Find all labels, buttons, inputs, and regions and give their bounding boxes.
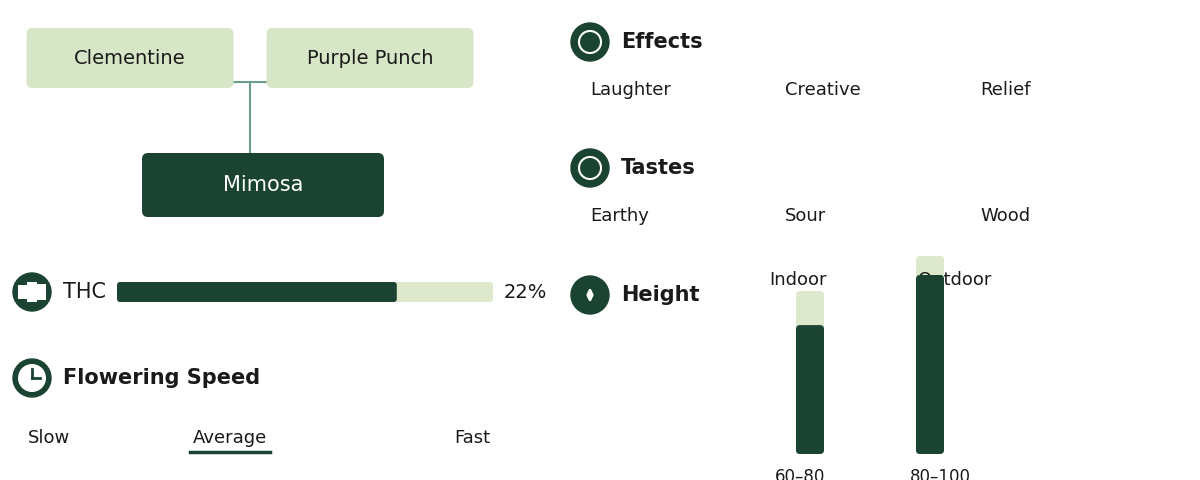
- Circle shape: [16, 362, 48, 394]
- FancyBboxPatch shape: [266, 28, 474, 88]
- Text: Wood: Wood: [980, 207, 1030, 225]
- Text: Effects: Effects: [622, 32, 703, 52]
- Circle shape: [571, 23, 610, 61]
- FancyBboxPatch shape: [796, 325, 824, 454]
- Text: Height: Height: [622, 285, 700, 305]
- Text: Fast: Fast: [454, 429, 490, 447]
- Bar: [28, 282, 37, 302]
- Text: 60–80: 60–80: [775, 468, 826, 480]
- Bar: [18, 285, 28, 299]
- Circle shape: [19, 365, 46, 391]
- Text: 22%: 22%: [504, 283, 547, 301]
- FancyBboxPatch shape: [916, 275, 944, 454]
- FancyBboxPatch shape: [118, 282, 397, 302]
- Text: Mimosa: Mimosa: [223, 175, 304, 195]
- Text: Tastes: Tastes: [622, 158, 696, 178]
- Text: Indoor: Indoor: [769, 271, 827, 289]
- Circle shape: [19, 366, 44, 390]
- FancyBboxPatch shape: [796, 291, 824, 454]
- Circle shape: [13, 359, 50, 397]
- Circle shape: [571, 149, 610, 187]
- Text: Clementine: Clementine: [74, 48, 186, 68]
- Circle shape: [13, 273, 50, 311]
- Text: Average: Average: [193, 429, 268, 447]
- Text: Outdoor: Outdoor: [918, 271, 991, 289]
- FancyBboxPatch shape: [916, 256, 944, 454]
- Text: Laughter: Laughter: [590, 81, 671, 99]
- Text: Slow: Slow: [28, 429, 71, 447]
- FancyBboxPatch shape: [26, 28, 234, 88]
- Text: Sour: Sour: [785, 207, 827, 225]
- Text: Flowering Speed: Flowering Speed: [64, 368, 260, 388]
- Text: Earthy: Earthy: [590, 207, 649, 225]
- Text: Creative: Creative: [785, 81, 860, 99]
- Circle shape: [571, 276, 610, 314]
- Text: THC: THC: [64, 282, 106, 302]
- Text: Relief: Relief: [980, 81, 1031, 99]
- Text: 80–100: 80–100: [910, 468, 971, 480]
- FancyBboxPatch shape: [118, 282, 493, 302]
- FancyBboxPatch shape: [142, 153, 384, 217]
- Bar: [36, 284, 46, 300]
- Text: Purple Punch: Purple Punch: [307, 48, 433, 68]
